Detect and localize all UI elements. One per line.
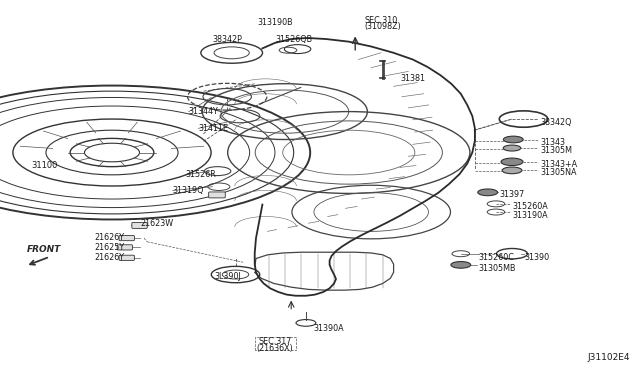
Text: 31397: 31397 bbox=[499, 190, 524, 199]
Text: 21626Y: 21626Y bbox=[95, 233, 125, 242]
Text: 31390A: 31390A bbox=[314, 324, 344, 333]
Text: 315260C: 315260C bbox=[479, 253, 515, 262]
Text: 31411E: 31411E bbox=[198, 124, 228, 133]
Text: 31381: 31381 bbox=[400, 74, 425, 83]
Text: 31100: 31100 bbox=[31, 161, 58, 170]
Ellipse shape bbox=[503, 145, 521, 151]
Ellipse shape bbox=[501, 158, 523, 166]
FancyBboxPatch shape bbox=[117, 245, 132, 250]
Text: 313190A: 313190A bbox=[512, 211, 548, 219]
Text: 38342P: 38342P bbox=[212, 35, 242, 44]
Text: 31390: 31390 bbox=[525, 253, 550, 262]
FancyBboxPatch shape bbox=[119, 255, 134, 260]
Text: 31319Q: 31319Q bbox=[173, 186, 204, 195]
Text: 31305M: 31305M bbox=[541, 146, 573, 155]
Text: (31098Z): (31098Z) bbox=[365, 22, 401, 31]
FancyBboxPatch shape bbox=[209, 192, 225, 198]
Text: 313190B: 313190B bbox=[257, 18, 293, 27]
Text: 31343+A: 31343+A bbox=[541, 160, 578, 169]
Text: FRONT: FRONT bbox=[26, 245, 61, 254]
Text: 21623W: 21623W bbox=[141, 219, 174, 228]
Text: (21636X): (21636X) bbox=[257, 344, 294, 353]
FancyBboxPatch shape bbox=[119, 235, 134, 241]
Text: 3L390J: 3L390J bbox=[214, 272, 241, 280]
Text: 31344Y: 31344Y bbox=[189, 107, 218, 116]
Text: 21626Y: 21626Y bbox=[95, 253, 125, 262]
Text: 31343: 31343 bbox=[541, 138, 566, 147]
Text: 31526QB: 31526QB bbox=[276, 35, 313, 44]
Ellipse shape bbox=[478, 189, 497, 196]
Text: 31305NA: 31305NA bbox=[541, 168, 577, 177]
Text: SEC.310: SEC.310 bbox=[365, 16, 398, 25]
Text: J31102E4: J31102E4 bbox=[588, 353, 630, 362]
Text: 31526R: 31526R bbox=[186, 170, 216, 179]
Ellipse shape bbox=[504, 136, 523, 143]
Text: 31305MB: 31305MB bbox=[479, 264, 516, 273]
Ellipse shape bbox=[502, 167, 522, 174]
Ellipse shape bbox=[451, 262, 470, 268]
Text: 38342Q: 38342Q bbox=[541, 118, 572, 127]
Text: 21625Y: 21625Y bbox=[95, 243, 125, 251]
FancyBboxPatch shape bbox=[132, 222, 147, 228]
Text: SEC.317: SEC.317 bbox=[259, 337, 292, 346]
Text: 315260A: 315260A bbox=[512, 202, 548, 211]
